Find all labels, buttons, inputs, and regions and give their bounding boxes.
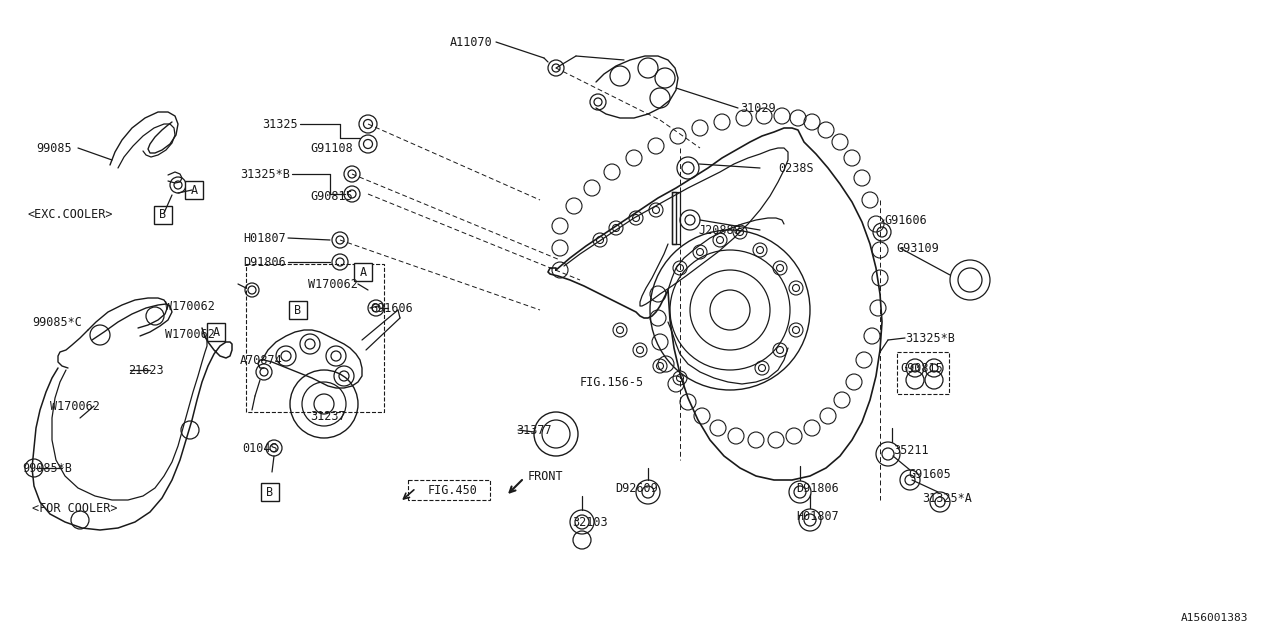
- Text: 31325*B: 31325*B: [241, 168, 291, 180]
- Text: A: A: [212, 326, 220, 339]
- Text: A: A: [191, 184, 197, 196]
- Text: 99085: 99085: [36, 141, 72, 154]
- Text: FRONT: FRONT: [529, 470, 563, 483]
- Bar: [355, 263, 372, 281]
- Text: W170062: W170062: [50, 399, 100, 413]
- Text: 99085*C: 99085*C: [32, 317, 82, 330]
- Text: G91605: G91605: [908, 467, 951, 481]
- Text: <FOR COOLER>: <FOR COOLER>: [32, 502, 118, 515]
- Text: A70874: A70874: [241, 353, 283, 367]
- Text: 31325*B: 31325*B: [905, 332, 955, 344]
- Text: 31377: 31377: [516, 424, 552, 436]
- Text: G91606: G91606: [884, 214, 927, 227]
- Text: 99085*B: 99085*B: [22, 461, 72, 474]
- Text: B: B: [266, 486, 274, 499]
- Text: 21623: 21623: [128, 364, 164, 376]
- Text: A11070: A11070: [451, 35, 493, 49]
- Text: W170062: W170062: [165, 328, 215, 342]
- Text: 0238S: 0238S: [778, 161, 814, 175]
- Text: 31029: 31029: [740, 102, 776, 115]
- Text: H01807: H01807: [243, 232, 285, 244]
- Text: 31325: 31325: [262, 118, 298, 131]
- Text: G91108: G91108: [310, 141, 353, 154]
- Text: G90815: G90815: [900, 362, 943, 374]
- Bar: [289, 301, 307, 319]
- Text: G91606: G91606: [370, 301, 412, 314]
- Text: G93109: G93109: [896, 241, 938, 255]
- Text: H01807: H01807: [796, 509, 838, 522]
- Bar: [246, 264, 384, 412]
- Text: B: B: [160, 209, 166, 221]
- Bar: [154, 206, 172, 224]
- Text: 31325*A: 31325*A: [922, 492, 972, 504]
- Text: FIG.450: FIG.450: [428, 483, 477, 497]
- Text: D91806: D91806: [243, 255, 285, 269]
- Text: D92609: D92609: [616, 481, 658, 495]
- Text: D91806: D91806: [796, 481, 838, 495]
- Text: 32103: 32103: [572, 515, 608, 529]
- Text: A: A: [360, 266, 366, 278]
- Text: W170062: W170062: [308, 278, 358, 291]
- Text: G90815: G90815: [310, 189, 353, 202]
- Text: B: B: [294, 303, 302, 317]
- Text: 31237: 31237: [310, 410, 346, 422]
- Text: FIG.156-5: FIG.156-5: [580, 376, 644, 388]
- Text: <EXC.COOLER>: <EXC.COOLER>: [28, 209, 114, 221]
- Bar: [207, 323, 225, 341]
- Text: J20888: J20888: [698, 223, 741, 237]
- Bar: [186, 181, 204, 199]
- Text: W170062: W170062: [165, 301, 215, 314]
- Text: 35211: 35211: [893, 444, 928, 456]
- Bar: [261, 483, 279, 501]
- Text: 0104S: 0104S: [242, 442, 278, 454]
- Bar: [897, 352, 948, 394]
- Text: A156001383: A156001383: [1180, 613, 1248, 623]
